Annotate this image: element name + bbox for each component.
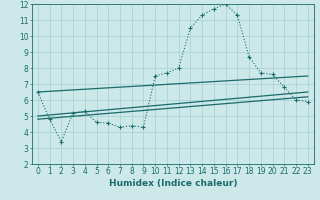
X-axis label: Humidex (Indice chaleur): Humidex (Indice chaleur) — [108, 179, 237, 188]
